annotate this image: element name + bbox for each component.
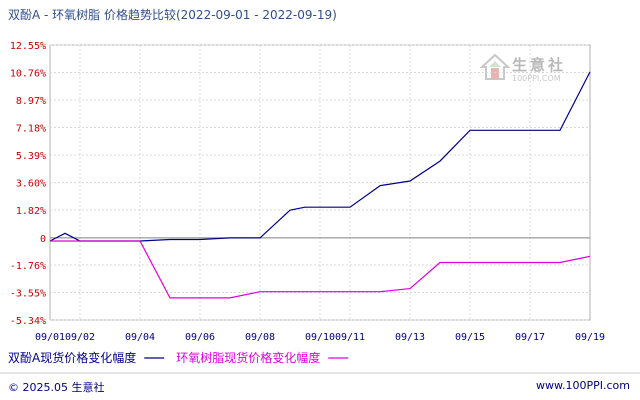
legend: 双酚A现货价格变化幅度 环氧树脂现货价格变化幅度 [8, 350, 349, 365]
house-logo-icon [479, 53, 511, 80]
grid-lines [50, 44, 590, 321]
y-tick-label: 1.82% [16, 206, 46, 217]
x-tick-label: 09/11 [335, 332, 365, 343]
y-tick-label: 5.39% [16, 151, 46, 162]
watermark-name: 生意社 [512, 56, 567, 74]
y-axis-ticks: 12.55% 10.76% 8.97% 7.18% 5.39% 3.60% 1.82% 0 -1… [10, 41, 46, 327]
x-tick-label: 09/19 [575, 332, 605, 343]
x-tick-label: 09/13 [395, 332, 425, 343]
y-tick-label: 3.60% [16, 179, 46, 190]
legend-label-2: 环氧树脂现货价格变化幅度 [176, 350, 320, 365]
x-tick-label: 09/15 [455, 332, 485, 343]
y-tick-label: -5.34% [10, 316, 46, 327]
watermark-logo: 生意社 100PPI.COM [479, 52, 580, 92]
y-tick-label: -1.76% [10, 261, 46, 272]
legend-label-1: 双酚A现货价格变化幅度 [8, 350, 136, 365]
x-tick-label: 09/08 [245, 332, 275, 343]
series-line-2 [50, 240, 591, 299]
y-tick-label: -3.55% [10, 288, 46, 299]
y-tick-label: 8.97% [16, 96, 46, 107]
y-tick-label: 10.76% [10, 69, 46, 80]
x-tick-label: 09/17 [515, 332, 545, 343]
x-tick-label: 09/01 [35, 332, 65, 343]
y-tick-label: 0 [40, 234, 46, 245]
series-lines [49, 71, 591, 299]
x-tick-label: 09/06 [185, 332, 215, 343]
watermark-url: 100PPI.COM [512, 74, 561, 83]
x-axis-ticks: 09/01 09/02 09/04 09/06 09/08 09/10 09/11 09/13… [35, 332, 605, 343]
y-tick-label: 12.55% [10, 41, 46, 52]
footer-copyright: © 2025.05 生意社 [8, 381, 105, 394]
footer-site-link[interactable]: www.100PPI.com [536, 379, 630, 392]
chart-title: 双酚A - 环氧树脂 价格趋势比较(2022-09-01 - 2022-09-1… [8, 8, 337, 22]
x-tick-label: 09/04 [125, 332, 155, 343]
x-tick-label: 09/02 [65, 332, 95, 343]
y-tick-label: 7.18% [16, 124, 46, 135]
x-tick-label: 09/10 [305, 332, 335, 343]
